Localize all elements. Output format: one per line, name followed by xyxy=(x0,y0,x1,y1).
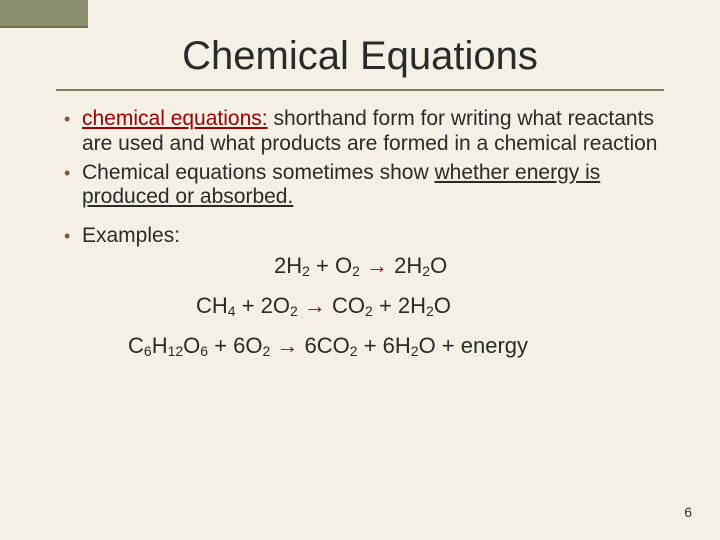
arrow-icon: → xyxy=(276,333,298,358)
page-number: 6 xyxy=(684,504,692,520)
page-title: Chemical Equations xyxy=(56,24,664,91)
bullet-list: • chemical equations: shorthand form for… xyxy=(56,107,664,249)
term-chemical-equations: chemical equations: xyxy=(82,107,268,130)
equations-block: 2H2 + O2 → 2H2O CH4 + 2O2 → CO2 + 2H2O C… xyxy=(56,253,664,359)
slide: Chemical Equations • chemical equations:… xyxy=(0,0,720,359)
corner-tab xyxy=(0,0,88,28)
equation-row: C6H12O6 + 6O2 → 6CO2 + 6H2O + energy xyxy=(56,333,664,359)
bullet-marker-icon: • xyxy=(64,107,82,157)
bullet-text-pre: Chemical equations sometimes show xyxy=(82,161,435,184)
bullet-item: • Chemical equations sometimes show whet… xyxy=(64,161,664,211)
spacer xyxy=(64,214,664,224)
bullet-marker-icon: • xyxy=(64,224,82,249)
bullet-marker-icon: • xyxy=(64,161,82,211)
bullet-item: • chemical equations: shorthand form for… xyxy=(64,107,664,157)
bullet-text: Chemical equations sometimes show whethe… xyxy=(82,161,664,211)
bullet-text: chemical equations: shorthand form for w… xyxy=(82,107,664,157)
examples-label: Examples: xyxy=(82,224,180,247)
arrow-icon: → xyxy=(304,293,326,318)
bullet-item: • Examples: xyxy=(64,224,664,249)
equation-row: 2H2 + O2 → 2H2O xyxy=(56,253,664,279)
bullet-text: Examples: xyxy=(82,224,180,249)
arrow-icon: → xyxy=(366,253,388,278)
equation-row: CH4 + 2O2 → CO2 + 2H2O xyxy=(56,293,664,319)
